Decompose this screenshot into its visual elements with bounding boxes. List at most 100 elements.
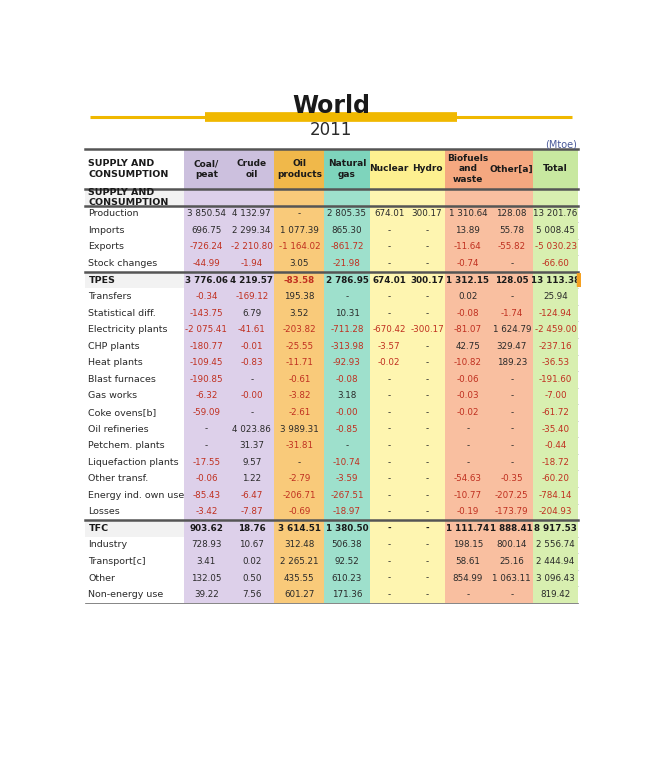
Text: -109.45: -109.45: [190, 359, 223, 367]
Bar: [183, 536, 229, 553]
Bar: [370, 520, 409, 536]
Text: 3 614.51: 3 614.51: [278, 524, 321, 533]
Bar: [324, 536, 370, 553]
Bar: [490, 553, 533, 570]
Text: Oil refineries: Oil refineries: [89, 424, 149, 434]
Bar: [324, 322, 370, 338]
Text: 1 888.41: 1 888.41: [490, 524, 533, 533]
Text: -: -: [388, 243, 391, 251]
Bar: [85, 371, 183, 388]
Text: -: -: [205, 441, 208, 450]
Bar: [85, 503, 183, 520]
Bar: [490, 487, 533, 503]
Text: Imports: Imports: [89, 226, 125, 235]
Text: -25.55: -25.55: [286, 342, 313, 351]
Bar: [533, 239, 578, 255]
Text: -124.94: -124.94: [539, 308, 572, 318]
Text: 128.05: 128.05: [495, 275, 528, 284]
Text: -: -: [426, 342, 429, 351]
Bar: [533, 503, 578, 520]
Text: 10.31: 10.31: [335, 308, 359, 318]
Bar: [445, 471, 490, 487]
Text: -10.77: -10.77: [454, 491, 482, 500]
Bar: [229, 570, 275, 587]
Bar: [275, 355, 324, 371]
Text: -: -: [388, 557, 391, 566]
Text: Electricity plants: Electricity plants: [89, 325, 168, 334]
Bar: [275, 438, 324, 454]
Text: -: -: [388, 540, 391, 550]
Text: -2.61: -2.61: [288, 408, 311, 417]
Text: 329.47: 329.47: [497, 342, 527, 351]
Bar: [275, 305, 324, 322]
Text: -: -: [388, 474, 391, 483]
Bar: [490, 305, 533, 322]
Bar: [85, 189, 183, 206]
Bar: [183, 438, 229, 454]
Bar: [85, 520, 183, 536]
Bar: [533, 355, 578, 371]
Bar: [445, 255, 490, 272]
Bar: [490, 338, 533, 355]
Bar: [324, 222, 370, 239]
Text: -: -: [388, 441, 391, 450]
Text: Non-energy use: Non-energy use: [89, 590, 163, 599]
Text: CHP plants: CHP plants: [89, 342, 140, 351]
Text: 5 008.45: 5 008.45: [536, 226, 575, 235]
Bar: [183, 239, 229, 255]
Text: -3.82: -3.82: [288, 391, 311, 400]
Bar: [445, 520, 490, 536]
Bar: [490, 149, 533, 189]
Bar: [324, 272, 370, 288]
Bar: [409, 471, 445, 487]
Text: Total: Total: [543, 165, 568, 173]
Bar: [445, 239, 490, 255]
Text: 4 132.97: 4 132.97: [233, 209, 271, 218]
Bar: [85, 288, 183, 305]
Text: -0.03: -0.03: [457, 391, 479, 400]
Bar: [370, 536, 409, 553]
Bar: [370, 471, 409, 487]
Bar: [409, 239, 445, 255]
Text: -: -: [388, 226, 391, 235]
Bar: [183, 149, 229, 189]
Text: 6.79: 6.79: [242, 308, 262, 318]
Bar: [275, 222, 324, 239]
Bar: [445, 503, 490, 520]
Bar: [183, 388, 229, 404]
Text: 2 556.74: 2 556.74: [536, 540, 575, 550]
Bar: [183, 355, 229, 371]
Bar: [85, 322, 183, 338]
Text: -: -: [425, 524, 429, 533]
Bar: [490, 587, 533, 603]
Text: -784.14: -784.14: [539, 491, 572, 500]
Bar: [85, 149, 183, 189]
Text: Crude
oil: Crude oil: [236, 159, 267, 179]
Bar: [533, 222, 578, 239]
Bar: [490, 239, 533, 255]
Text: -41.61: -41.61: [238, 325, 266, 334]
Text: 13 201.76: 13 201.76: [534, 209, 578, 218]
Bar: [324, 149, 370, 189]
Bar: [85, 536, 183, 553]
Text: -2 210.80: -2 210.80: [231, 243, 273, 251]
Text: -0.00: -0.00: [336, 408, 359, 417]
Bar: [324, 503, 370, 520]
Bar: [409, 338, 445, 355]
Text: 601.27: 601.27: [284, 590, 315, 599]
Bar: [533, 536, 578, 553]
Text: -: -: [426, 590, 429, 599]
Text: 18.76: 18.76: [238, 524, 266, 533]
Bar: [490, 570, 533, 587]
Text: 674.01: 674.01: [374, 209, 404, 218]
Text: 506.38: 506.38: [331, 540, 362, 550]
Bar: [275, 421, 324, 438]
Text: Production: Production: [89, 209, 139, 218]
Text: SUPPLY AND
CONSUMPTION: SUPPLY AND CONSUMPTION: [89, 188, 169, 207]
Text: -191.60: -191.60: [539, 375, 572, 384]
Text: -861.72: -861.72: [330, 243, 364, 251]
Bar: [445, 272, 490, 288]
Text: -726.24: -726.24: [190, 243, 223, 251]
Text: 198.15: 198.15: [453, 540, 483, 550]
Bar: [370, 503, 409, 520]
